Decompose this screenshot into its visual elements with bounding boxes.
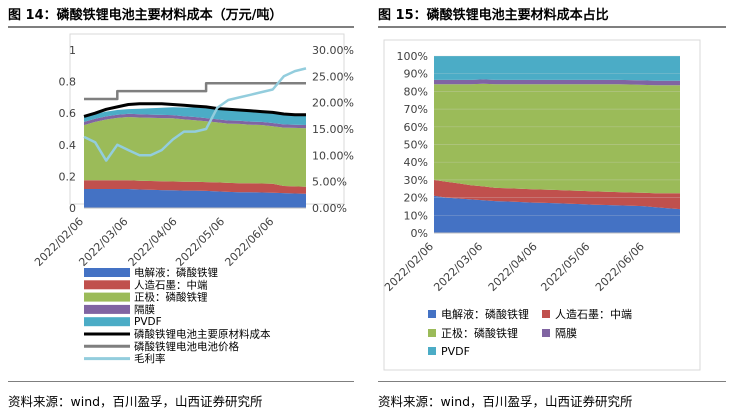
left-source-rule [8, 381, 354, 382]
left-y2-tick-label: 5.00% [312, 176, 347, 189]
right-area-4 [434, 79, 680, 86]
left-legend-label-3: 正极：磷酸铁锂 [134, 291, 208, 304]
left-y-tick-label: 0 [69, 202, 76, 215]
left-y-tick-label: 0.4 [59, 139, 77, 152]
left-area-3 [84, 117, 306, 187]
right-legend-swatch-2 [542, 310, 550, 318]
right-y-tick-label: 0% [411, 227, 428, 240]
right-y-tick-label: 20% [404, 192, 428, 205]
right-y-tick-label: 60% [404, 121, 428, 134]
right-x-tick-label: 2022/03/06 [431, 240, 485, 294]
right-area-2 [434, 179, 680, 210]
right-legend-swatch-3 [428, 329, 436, 337]
left-y2-tick-label: 20.00% [312, 97, 354, 110]
left-source-note: 资料来源：wind，百川盈孚，山西证券研究所 [8, 394, 263, 409]
left-legend-swatch-1 [84, 268, 130, 277]
left-y2-tick-label: 10.00% [312, 149, 354, 162]
right-legend-label-3: 正极：磷酸铁锂 [441, 326, 518, 340]
right-y-tick-label: 10% [404, 209, 428, 222]
left-area-1 [84, 189, 306, 208]
right-x-tick-label: 2022/02/06 [382, 240, 436, 294]
left-legend-swatch-3 [84, 292, 130, 302]
left-legend-label-8: 毛利率 [134, 352, 166, 365]
left-area-4 [84, 113, 306, 129]
left-y2-tick-label: 0.00% [312, 202, 347, 215]
right-legend-label-5: PVDF [441, 345, 470, 358]
right-y-tick-label: 80% [404, 85, 428, 98]
left-legend-label-1: 电解液：磷酸铁锂 [134, 266, 218, 279]
right-y-tick-label: 50% [404, 139, 428, 152]
right-legend-label-1: 电解液：磷酸铁锂 [441, 307, 529, 321]
right-x-tick-label: 2022/06/06 [593, 240, 647, 294]
right-figure-title: 图 15：磷酸铁锂电池主要材料成本占比 [378, 8, 609, 23]
left-y2-tick-label: 25.00% [312, 70, 354, 83]
left-line-1 [83, 102, 306, 118]
left-y-tick-label: 0.6 [59, 107, 77, 120]
right-y-tick-label: 40% [404, 156, 428, 169]
left-legend-label-4: 隔膜 [134, 304, 155, 316]
left-title-rule [8, 26, 354, 28]
left-figure-title: 图 14：磷酸铁锂电池主要材料成本（万元/吨） [8, 8, 283, 23]
right-title-rule [378, 26, 726, 28]
right-y-tick-label: 70% [404, 103, 428, 116]
left-legend-swatch-5 [84, 317, 130, 327]
left-y-tick-label: 1 [69, 44, 76, 57]
right-x-tick-label: 2022/05/06 [538, 240, 592, 294]
left-y2-tick-label: 15.00% [312, 123, 354, 136]
left-legend-swatch-4 [84, 304, 130, 314]
left-legend-label-6: 磷酸铁锂电池主要原材料成本 [134, 328, 271, 341]
left-area-2 [84, 180, 306, 194]
right-source-rule [378, 381, 726, 382]
right-area-5 [434, 56, 680, 81]
right-y-tick-label: 30% [404, 174, 428, 187]
left-y-tick-label: 0.8 [59, 76, 77, 89]
right-y-tick-label: 100% [397, 50, 428, 63]
left-legend-label-7: 磷酸铁锂电池电池价格 [134, 340, 239, 353]
right-legend-swatch-4 [542, 329, 550, 337]
right-legend-label-4: 隔膜 [555, 327, 577, 340]
left-legend-label-2: 人造石墨：中端 [134, 278, 208, 291]
right-legend-label-2: 人造石墨：中端 [555, 307, 632, 321]
left-legend-label-5: PVDF [134, 316, 162, 328]
right-x-tick-label: 2022/04/06 [486, 240, 540, 294]
right-area-3 [434, 83, 680, 194]
left-line-2 [84, 81, 306, 101]
left-y-tick-label: 0.2 [59, 170, 77, 183]
left-line-3 [83, 67, 307, 162]
right-y-tick-label: 90% [404, 68, 428, 81]
left-legend-swatch-2 [84, 280, 130, 290]
right-area-1 [434, 195, 680, 233]
right-chart-frame [383, 39, 701, 371]
right-source-note: 资料来源：wind，百川盈孚，山西证券研究所 [378, 394, 633, 409]
right-legend-swatch-1 [428, 310, 436, 318]
right-legend-swatch-5 [428, 347, 436, 355]
left-y2-tick-label: 30.00% [312, 44, 354, 57]
